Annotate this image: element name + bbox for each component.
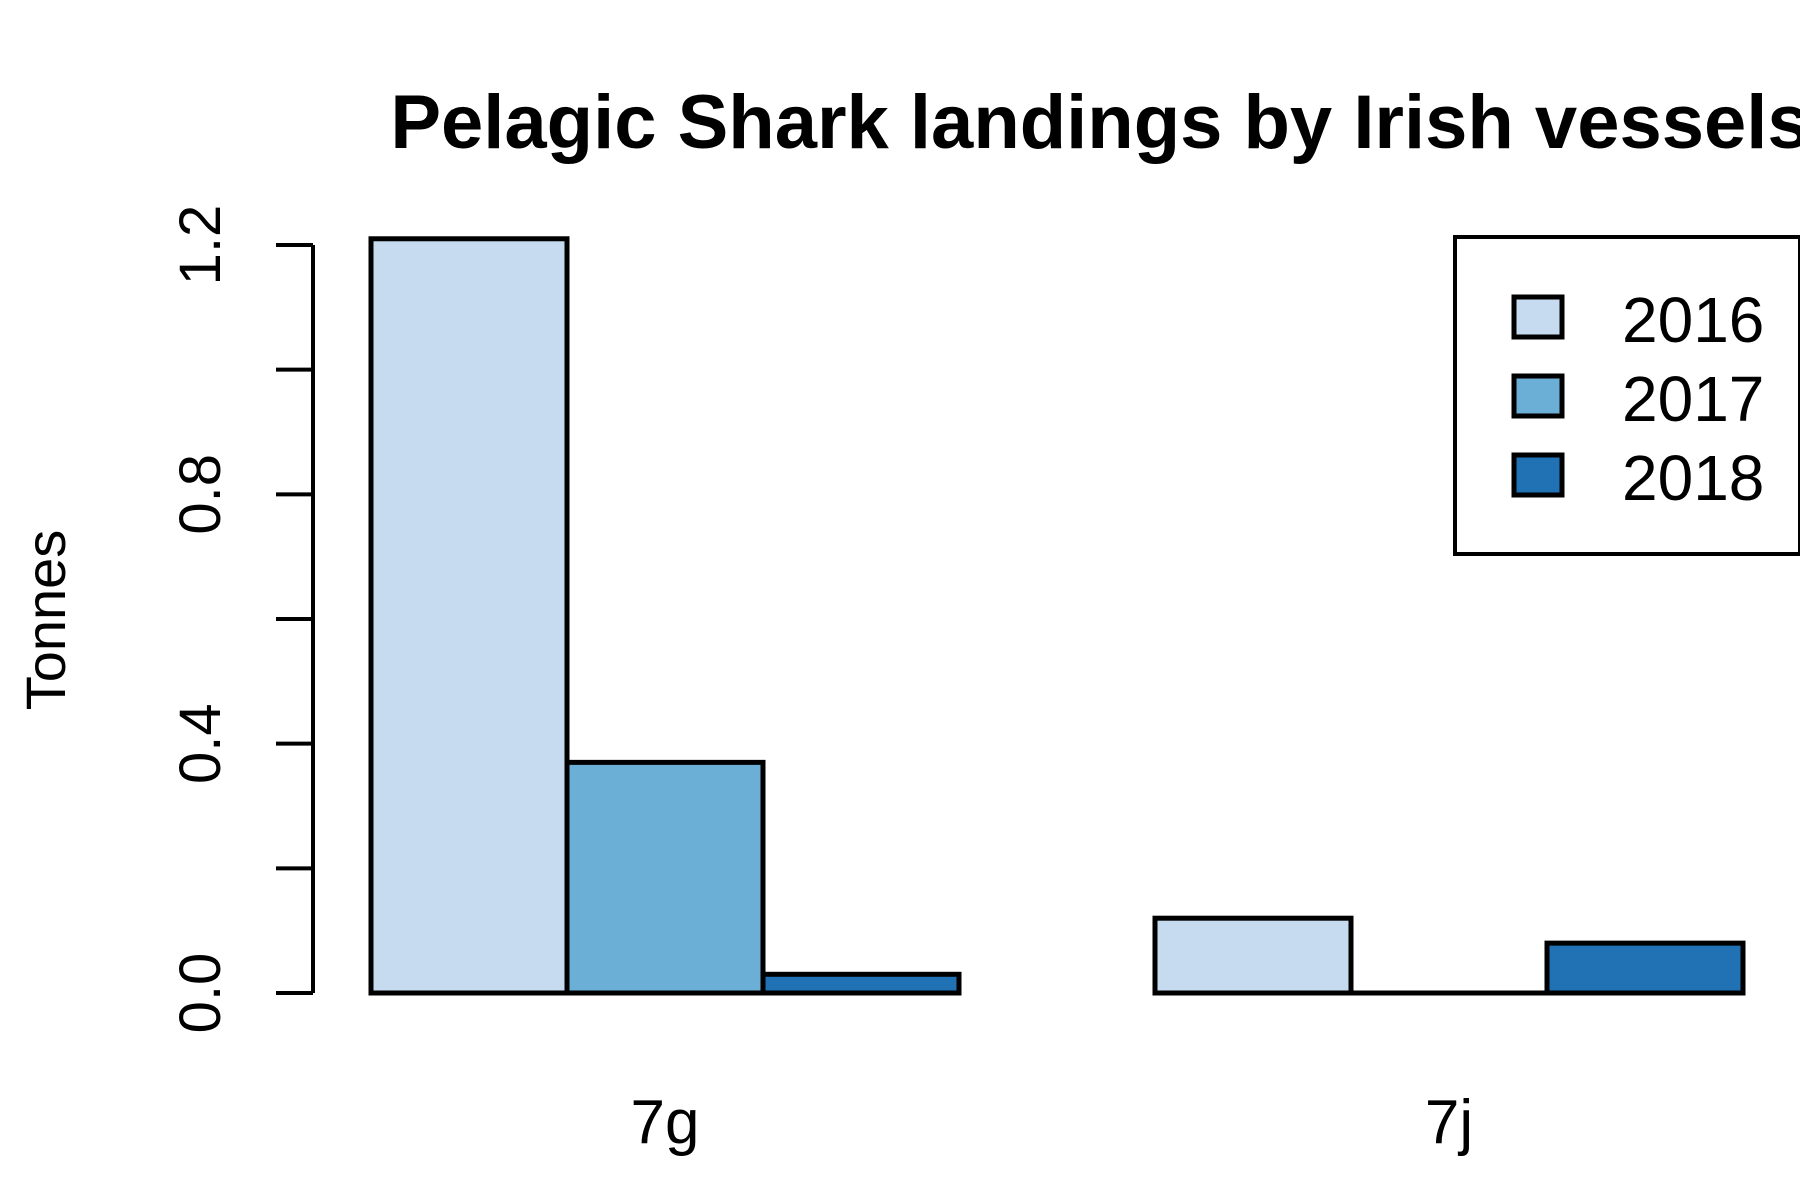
y-tick-label: 0.8 [168,454,233,535]
legend-label-2018: 2018 [1622,442,1764,514]
bar-7g-2017 [564,759,766,996]
legend-swatch-2017 [1511,373,1565,419]
legend-swatch-2018 [1511,452,1565,498]
y-tick-label: 0.4 [168,703,233,784]
category-label-7j: 7j [1425,1088,1473,1157]
legend-label-2016: 2016 [1622,284,1764,356]
category-label-7g: 7g [631,1088,700,1157]
y-tick-label: 0.0 [168,953,233,1034]
y-axis-label: Tonnes [14,530,77,711]
bar-7g-2018 [760,971,962,996]
bar-7g-2016 [368,236,570,996]
y-tick-label: 1.2 [168,205,233,286]
legend-label-2017: 2017 [1622,363,1764,435]
category-labels: 7g 7j [631,1088,1474,1157]
bar-7j-2016 [1152,915,1354,996]
bar-7j-2018 [1544,940,1746,996]
chart-title: Pelagic Shark landings by Irish vessels [390,80,1800,165]
bars [368,236,1746,996]
y-axis: 0.0 0.4 0.8 1.2 [168,205,315,1034]
legend-swatch-2016 [1511,294,1565,340]
